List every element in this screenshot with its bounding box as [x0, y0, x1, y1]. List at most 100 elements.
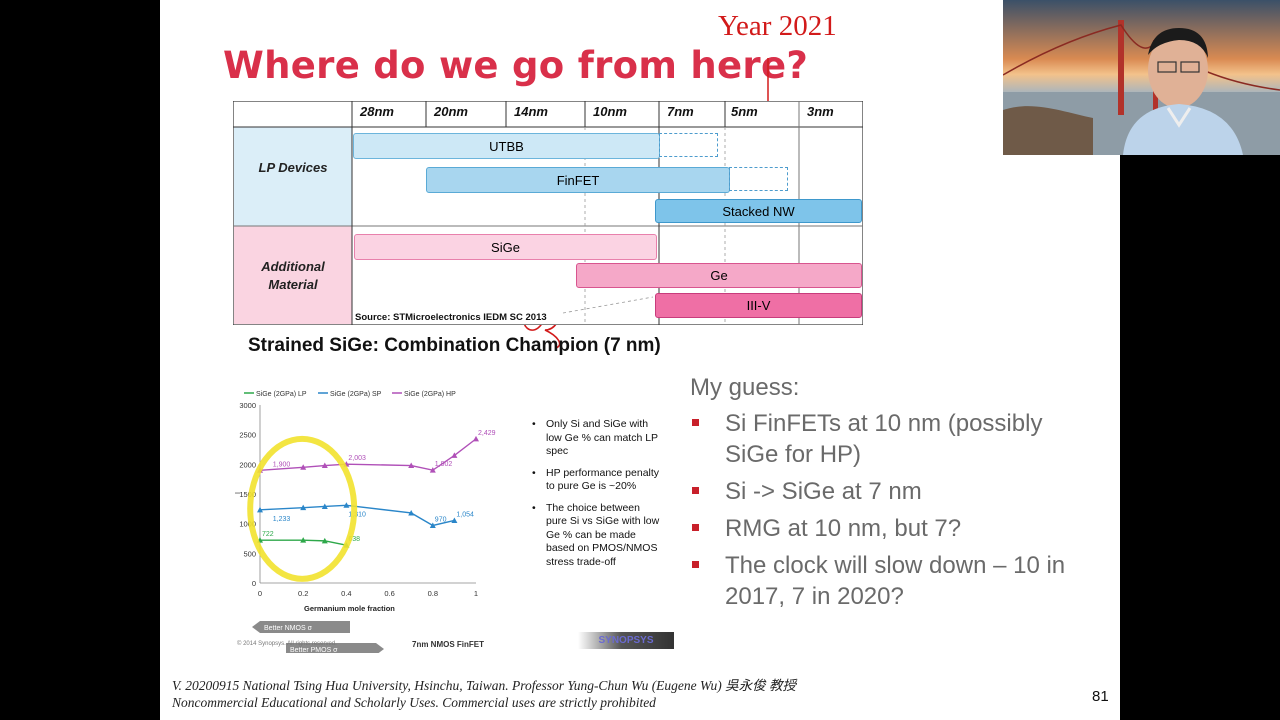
node-10nm: 10nm: [593, 104, 627, 119]
y-tick-label: 500: [243, 549, 256, 558]
bar-utbb-extension: [659, 133, 718, 157]
data-point: [321, 537, 328, 544]
footer-line-2: Noncommercial Educational and Scholarly …: [172, 695, 656, 710]
guess-heading: My guess:: [690, 374, 800, 401]
guess-item: Si FinFETs at 10 nm (possibly SiGe for H…: [690, 408, 1090, 470]
y-tick-label: 0: [252, 579, 256, 588]
guess-item: RMG at 10 nm, but 7?: [690, 513, 1090, 544]
slide-footer: V. 20200915 National Tsing Hua Universit…: [172, 677, 796, 711]
data-point: [408, 509, 415, 516]
node-3nm: 3nm: [807, 104, 834, 119]
chart-area: SiGe (2GPa) LP SiGe (2GPa) SP SiGe (2GPa) …: [230, 383, 530, 655]
synopsys-logo-text: SYNOPSYS: [598, 635, 654, 646]
x-tick-label: 0.4: [341, 589, 351, 598]
x-tick-label: 0.6: [384, 589, 394, 598]
synopsys-logo: SYNOPSYS: [578, 632, 674, 649]
roadmap-source: Source: STMicroelectronics IEDM SC 2013: [355, 312, 547, 323]
data-label: 970: [435, 516, 447, 523]
data-point: [300, 464, 307, 470]
bar-utbb-label: UTBB: [489, 138, 524, 154]
x-tick-label: 1: [474, 589, 478, 598]
bar-finfet: FinFET: [426, 167, 730, 193]
data-label: 1,900: [273, 461, 291, 468]
copyright-text: © 2014 Synopsys. All rights reserved.: [237, 641, 337, 647]
data-point: [321, 503, 328, 509]
series-line: [259, 438, 477, 471]
bar-iii-v-label: III-V: [746, 298, 771, 313]
year-annotation: Year 2021: [718, 10, 837, 42]
chart-bullet: The choice between pure Si vs SiGe with …: [530, 502, 660, 570]
data-label: 638: [348, 536, 360, 543]
chart-bullets: Only Si and SiGe with low Ge % can match…: [530, 418, 660, 577]
chart-bullet: HP performance penalty to pure Ge is ~20…: [530, 467, 660, 494]
data-point: [451, 517, 458, 523]
data-label: 1,054: [456, 511, 474, 518]
presenter-video-frame: [1003, 20, 1280, 155]
x-tick-label: 0.2: [298, 589, 308, 598]
y-tick-label: 1500: [239, 490, 256, 499]
data-point: [429, 467, 436, 473]
node-20nm: 20nm: [434, 104, 468, 119]
bar-stacked-nw: Stacked NW: [655, 199, 862, 223]
sige-performance-chart: SiGe (2GPa) LP SiGe (2GPa) SP SiGe (2GPa) …: [235, 391, 496, 655]
data-point: [321, 462, 328, 469]
data-label: 2,003: [348, 455, 366, 462]
guess-item: Si -> SiGe at 7 nm: [690, 476, 1090, 507]
data-point: [429, 522, 436, 528]
arrow-better-pmos: [286, 643, 384, 655]
bar-ge: Ge: [576, 263, 862, 288]
guess-item: The clock will slow down – 10 in 2017, 7…: [690, 550, 1090, 612]
series-line: [260, 539, 347, 546]
row-label-lp-devices: LP Devices: [258, 160, 328, 175]
bar-finfet-label: FinFET: [556, 172, 600, 188]
y-tick-label: 3000: [239, 401, 256, 410]
bar-sige-label: SiGe: [491, 239, 520, 255]
node-5nm: 5nm: [731, 104, 758, 119]
bar-finfet-extension: [729, 167, 788, 191]
bar-stacked-nw-label: Stacked NW: [722, 203, 795, 219]
footer-line-1: V. 20200915 National Tsing Hua Universit…: [172, 678, 797, 693]
legend-label: SiGe (2GPa) HP: [404, 391, 456, 398]
legend-label: SiGe (2GPa) LP: [256, 391, 307, 398]
data-point: [257, 506, 263, 513]
arrow-better-pmos-label: Better PMOS σ: [290, 647, 338, 653]
data-label: 1,233: [273, 516, 291, 523]
data-point: [300, 504, 307, 511]
arrow-better-nmos-label: Better NMOS σ: [264, 625, 313, 632]
data-point: [473, 435, 479, 442]
bar-utbb: UTBB: [353, 133, 660, 159]
chart-bullet: Only Si and SiGe with low Ge % can match…: [530, 418, 660, 459]
legend-label: SiGe (2GPa) SP: [330, 391, 382, 398]
node-7nm: 7nm: [667, 104, 694, 119]
bar-iii-v: III-V: [655, 293, 862, 318]
highlight-ellipse: [247, 435, 358, 582]
bar-ge-label: Ge: [710, 268, 728, 283]
data-point: [300, 537, 307, 543]
data-point: [451, 452, 458, 458]
data-point: [408, 462, 415, 469]
y-tick-label: 2500: [239, 431, 256, 440]
section-subtitle: Strained SiGe: Combination Champion (7 n…: [248, 335, 661, 356]
roadmap-table: 28nm 20nm 14nm 10nm 7nm 5nm 3nm LP Devic…: [233, 101, 863, 325]
node-14nm: 14nm: [514, 104, 548, 119]
nmos-finfet-caption: 7nm NMOS FinFET: [412, 640, 484, 649]
data-label: 2,429: [478, 430, 496, 437]
page-number: 81: [1092, 688, 1109, 705]
data-point: [343, 502, 350, 508]
data-label: 1,902: [435, 461, 453, 468]
data-label: 1,310: [348, 511, 366, 518]
x-axis-label: Germanium mole fraction: [304, 604, 395, 613]
x-tick-label: 0: [258, 589, 262, 598]
arrow-better-nmos: [252, 621, 350, 633]
webcam-video: [1003, 0, 1280, 155]
y-axis-label: I: [235, 492, 242, 494]
slide: Where do we go from here? Year 2021 28nm…: [160, 0, 1120, 720]
row-label-additional-material: Additional Material: [261, 259, 325, 292]
x-tick-label: 0.8: [428, 589, 438, 598]
slide-title: Where do we go from here?: [223, 44, 809, 87]
data-label: 722: [262, 531, 274, 538]
guess-section: My guess: Si FinFETs at 10 nm (possibly …: [690, 374, 1090, 618]
bar-sige: SiGe: [354, 234, 657, 260]
y-tick-label: 2000: [239, 460, 256, 469]
y-tick-label: 1000: [239, 520, 256, 529]
